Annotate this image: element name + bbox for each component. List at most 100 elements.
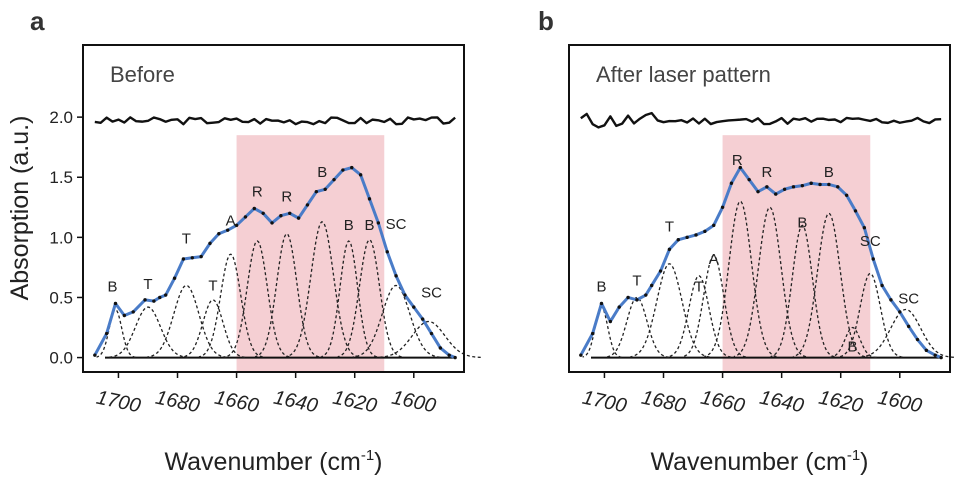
component-band	[108, 306, 189, 358]
data-point	[113, 301, 118, 306]
y-tick-label: 0.5	[49, 288, 73, 307]
component-band	[829, 326, 877, 359]
data-point	[226, 228, 230, 232]
component-band	[630, 263, 710, 358]
component-band	[225, 240, 290, 358]
data-point	[181, 257, 186, 261]
x-tick-label: 1640	[272, 387, 320, 418]
x-tick-label: 1680	[639, 387, 687, 418]
x-tick-label: 1680	[153, 387, 201, 418]
peak-label: T	[143, 276, 152, 293]
component-band	[667, 275, 732, 358]
data-point	[376, 221, 381, 225]
residual-line	[94, 116, 456, 126]
data-point	[314, 189, 319, 194]
data-point	[747, 177, 751, 182]
data-point	[818, 182, 822, 187]
data-point	[939, 355, 943, 360]
data-point	[800, 183, 805, 188]
data-point	[143, 298, 147, 302]
data-point	[122, 313, 127, 318]
shaded-region	[722, 135, 871, 372]
component-band	[147, 284, 227, 358]
data-point	[305, 203, 310, 207]
component-band	[838, 272, 903, 358]
data-point	[172, 276, 177, 280]
data-point	[667, 247, 672, 252]
peak-label: T	[665, 218, 674, 235]
component-band	[792, 212, 866, 358]
x-axis-label: Wavenumber (cm-1)	[164, 447, 382, 476]
peak-label: R	[281, 188, 292, 205]
data-point	[350, 165, 354, 170]
y-tick-label: 2.0	[49, 108, 73, 127]
component-band	[858, 308, 954, 358]
data-point	[579, 353, 583, 357]
data-point	[341, 168, 345, 172]
peak-label: B	[108, 278, 118, 295]
data-point	[712, 223, 716, 228]
component-band	[198, 253, 263, 358]
data-point	[261, 211, 265, 216]
x-tick-label: 1660	[213, 387, 261, 418]
peak-label: A	[709, 251, 719, 268]
data-point	[729, 181, 734, 185]
x-tick-label: 1620	[817, 387, 865, 418]
data-point	[898, 310, 902, 314]
panel-title: Before	[110, 62, 175, 87]
data-point	[608, 319, 613, 324]
data-point	[403, 293, 407, 297]
data-point	[685, 235, 689, 240]
data-point	[296, 216, 301, 220]
data-point	[208, 241, 212, 246]
peak-label: R	[761, 164, 772, 181]
data-point	[394, 274, 398, 278]
component-band	[337, 239, 402, 358]
data-point	[809, 181, 813, 185]
panel-letter-a: a	[30, 6, 45, 36]
component-band	[681, 254, 746, 358]
peak-label: R	[732, 152, 743, 169]
shaded-region	[236, 135, 385, 372]
data-point	[385, 250, 389, 254]
component-band	[181, 299, 246, 358]
data-point	[765, 185, 769, 189]
data-point	[658, 269, 663, 273]
data-point	[420, 317, 425, 321]
peak-label: SC	[898, 290, 919, 307]
data-point	[862, 226, 867, 230]
data-point	[279, 214, 283, 218]
data-point	[332, 177, 336, 182]
peak-label: T	[632, 272, 641, 289]
x-tick-label: 1620	[331, 387, 379, 418]
peak-label: B	[317, 164, 327, 181]
peak-label: B	[797, 215, 807, 232]
data-point	[270, 221, 274, 225]
component-band	[321, 240, 378, 358]
data-point	[104, 331, 109, 336]
panel-a: a Before 0.0 0.5 1.0 1.5 2.0 1700 1680 1660 1640 16…	[30, 6, 481, 476]
data-point	[635, 298, 639, 302]
component-band	[96, 308, 136, 358]
data-point	[190, 256, 194, 260]
data-point	[649, 283, 654, 288]
component-band	[286, 221, 359, 358]
x-tick-label: 1600	[876, 387, 924, 418]
residual-line	[580, 111, 942, 129]
data-point	[163, 293, 168, 297]
data-point	[924, 348, 929, 353]
data-point	[644, 293, 648, 297]
data-point	[915, 337, 920, 342]
data-point	[429, 331, 434, 336]
data-point	[933, 353, 937, 357]
panel-b: b After laser pattern 1700 1680 1660 1640 1620…	[538, 6, 954, 476]
panel-title: After laser pattern	[596, 62, 771, 87]
data-point	[599, 301, 604, 306]
data-point	[626, 295, 630, 300]
data-point	[617, 305, 621, 309]
data-point	[720, 205, 725, 209]
peak-label: B	[364, 217, 374, 234]
data-point	[889, 298, 893, 302]
peak-label: SC	[860, 233, 881, 250]
peak-label: T	[694, 278, 703, 295]
